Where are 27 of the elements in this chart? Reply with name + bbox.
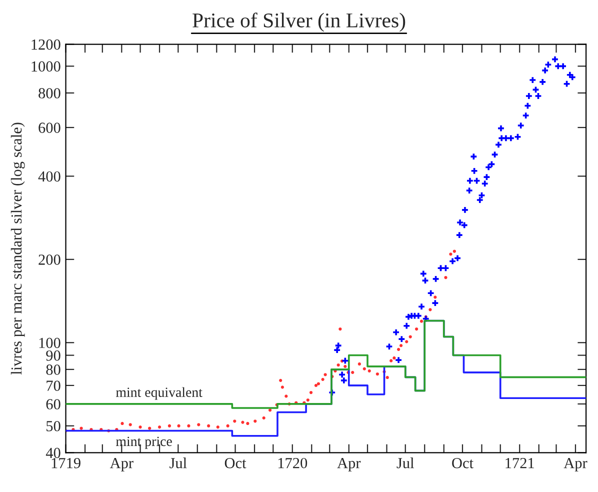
x-tick-label: 1719 (52, 458, 80, 468)
x-tick-label: Apr (337, 458, 361, 472)
y-tick-label: 800 (38, 88, 60, 98)
y-tick-label: 1200 (32, 39, 60, 50)
x-tick-label: Apr (564, 458, 588, 472)
x-tick-label: Oct (224, 458, 246, 468)
x-tick-label: Jul (170, 458, 187, 468)
x-tick-label: 1721 (506, 458, 534, 468)
y-tick-label: 70 (46, 380, 60, 391)
series-label: mint equivalent (116, 387, 202, 400)
y-tick-label: 90 (46, 350, 60, 361)
y-tick-label: 1000 (32, 61, 60, 72)
x-tick-label: Jul (396, 458, 414, 468)
x-tick-label: Oct (452, 458, 474, 468)
y-tick-label: 50 (46, 420, 60, 432)
y-tick-label: 40 (46, 448, 60, 458)
y-tick-label: 60 (46, 399, 60, 410)
y-tick-label: 80 (46, 364, 60, 375)
y-tick-label: 400 (38, 171, 60, 182)
y-tick-label: 200 (38, 254, 60, 265)
chart-title: Price of Silver (in Livres) (192, 12, 406, 32)
series-label: mint price (116, 436, 172, 449)
y-axis-title: livres per marc standard silver (log scale) (10, 122, 25, 375)
y-tick-label: 100 (39, 338, 60, 348)
x-tick-label: 1720 (278, 458, 308, 468)
x-tick-label: Apr (110, 458, 134, 472)
y-tick-label: 600 (38, 122, 60, 133)
